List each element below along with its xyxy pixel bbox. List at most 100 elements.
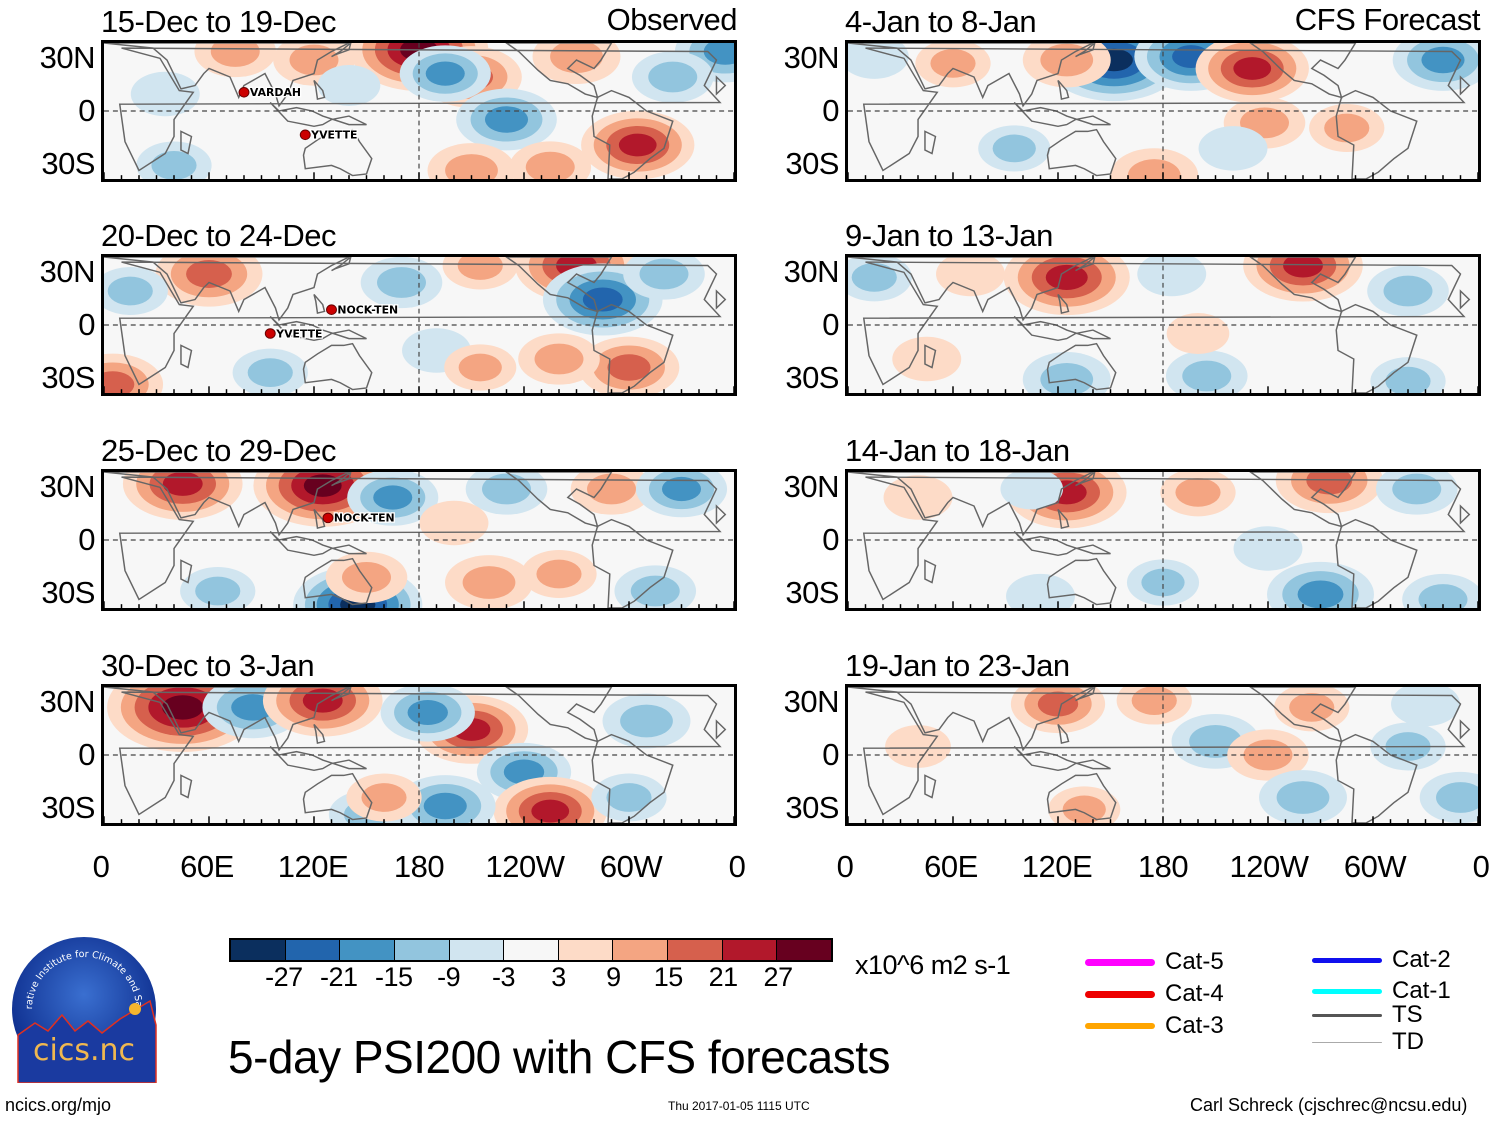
coastline xyxy=(302,128,373,177)
anomaly-contour xyxy=(936,257,1005,297)
contour-level xyxy=(587,473,636,505)
y-tick-label: 0 xyxy=(822,737,839,772)
coastline xyxy=(715,504,727,525)
colorbar-swatch xyxy=(285,940,341,960)
contour-level xyxy=(1392,473,1442,505)
anomaly-contour xyxy=(883,475,953,520)
map-panel xyxy=(845,684,1481,826)
y-tick-label: 0 xyxy=(78,522,95,557)
legend-item: TD xyxy=(1312,1028,1424,1056)
coastline xyxy=(1057,79,1070,101)
anomaly-contour xyxy=(1160,472,1236,517)
y-tick-label: 0 xyxy=(78,93,95,128)
map-svg xyxy=(848,472,1478,608)
contour-level xyxy=(606,783,652,812)
coastline xyxy=(1075,472,1096,487)
legend-swatch xyxy=(1312,1041,1382,1043)
contour-level xyxy=(1324,113,1370,143)
colorbar-tick-label: 15 xyxy=(653,962,684,992)
storm-label: VARDAH xyxy=(250,86,301,99)
anomaly-contour xyxy=(1392,43,1478,91)
colorbar-tick-label: 9 xyxy=(606,962,621,992)
coastline xyxy=(1013,101,1111,128)
coastline xyxy=(1013,315,1111,342)
y-tick-label: 30N xyxy=(783,468,840,504)
colorbar-swatch xyxy=(449,940,505,960)
coastline xyxy=(1249,472,1357,528)
contour-level xyxy=(848,43,909,79)
map-panel: NOCK-TEN YVETTE xyxy=(101,254,737,396)
legend-label: Cat-5 xyxy=(1165,948,1224,975)
coastline xyxy=(1075,43,1096,58)
contour-level xyxy=(648,61,698,93)
contour-level xyxy=(892,336,962,382)
legend-label: Cat-2 xyxy=(1392,946,1451,973)
coastline xyxy=(1046,128,1117,177)
observed-header: Observed xyxy=(606,2,738,37)
panel-title: 15-Dec to 19-Dec xyxy=(101,4,336,39)
legend-label: Cat-1 xyxy=(1392,977,1451,1004)
contour-level xyxy=(883,475,953,520)
anomaly-contour xyxy=(1195,43,1309,103)
anomaly-contour xyxy=(1259,770,1347,823)
anomaly-contour xyxy=(635,472,728,518)
coastline xyxy=(104,472,350,537)
anomaly-contour xyxy=(1267,561,1374,608)
legend-swatch xyxy=(1312,988,1382,994)
anomaly-contour xyxy=(1022,352,1111,393)
coastline xyxy=(1249,687,1357,743)
contour-level xyxy=(703,43,734,65)
coastline xyxy=(269,745,367,772)
contour-level xyxy=(445,154,498,179)
anomaly-contour xyxy=(380,687,475,742)
anomaly-contour xyxy=(347,472,439,526)
coastline xyxy=(1057,723,1070,745)
colorbar-swatch xyxy=(777,940,832,960)
contour-level xyxy=(1045,264,1088,290)
coastline xyxy=(1057,293,1070,315)
coastline xyxy=(505,257,613,313)
x-tick-label: 120E xyxy=(277,849,349,884)
panel-title: 9-Jan to 13-Jan xyxy=(845,218,1053,253)
contour-level xyxy=(1436,782,1478,813)
colorbar-tick-label: -9 xyxy=(437,962,461,992)
x-tick-label: 120E xyxy=(1021,849,1093,884)
footer-url[interactable]: ncics.org/mjo xyxy=(5,1095,112,1115)
legend-item: Cat-4 xyxy=(1085,980,1224,1008)
map-svg xyxy=(848,257,1478,393)
anomaly-contour xyxy=(122,472,243,520)
contour-level xyxy=(425,61,465,86)
map-svg xyxy=(848,43,1478,179)
x-tick-label: 0 xyxy=(1472,849,1490,884)
x-tick-label: 120W xyxy=(1229,849,1309,884)
storm-label: NOCK-TEN xyxy=(337,304,398,317)
legend-item: Cat-3 xyxy=(1085,1012,1224,1040)
contour-level xyxy=(1306,472,1353,495)
anomaly-contour xyxy=(360,257,443,309)
colorbar-units: x10^6 m2 s-1 xyxy=(855,950,1011,980)
colorbar-swatch xyxy=(722,940,778,960)
x-tick-label: 0 xyxy=(728,849,746,884)
coastline xyxy=(505,472,613,528)
footer-author: Carl Schreck (cjschrec@ncsu.edu) xyxy=(1190,1095,1468,1115)
colorbar-swatch xyxy=(504,940,559,960)
contour-level xyxy=(458,353,502,382)
anomaly-contour xyxy=(1274,687,1350,732)
anomaly-contour xyxy=(521,550,597,598)
contour-level xyxy=(1127,159,1181,179)
contour-level xyxy=(361,783,407,812)
legend-item: Cat-1 xyxy=(1312,977,1451,1005)
coastline xyxy=(180,130,193,155)
legend-swatch xyxy=(1312,957,1382,963)
coastline xyxy=(1335,303,1418,393)
legend-label: Cat-3 xyxy=(1165,1012,1224,1039)
storm-label: NOCK-TEN xyxy=(334,512,395,525)
contour-level xyxy=(342,561,391,593)
coastline xyxy=(331,257,352,272)
anomaly-contour xyxy=(130,71,200,117)
anomaly-contour xyxy=(509,141,592,179)
map-svg: NOCK-TEN YVETTE xyxy=(104,257,734,393)
anomaly-contour xyxy=(180,567,256,608)
coastline xyxy=(1459,75,1471,96)
coastline xyxy=(715,719,727,740)
